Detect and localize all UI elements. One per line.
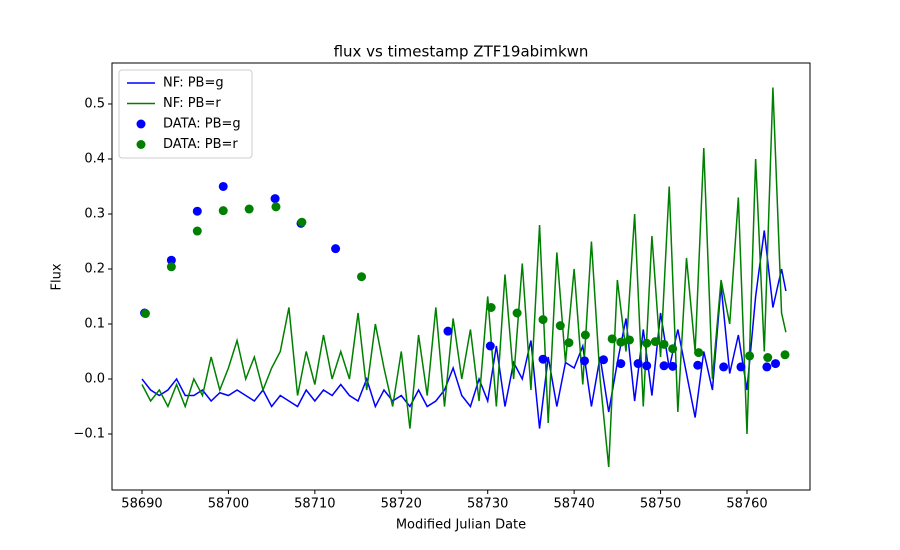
x-tick-label: 58750 [640, 497, 681, 512]
point [580, 330, 590, 340]
point [538, 315, 548, 325]
point [192, 206, 202, 216]
y-tick-label: 0.5 [84, 96, 105, 111]
point [693, 360, 703, 370]
point [694, 348, 704, 358]
point [659, 361, 669, 371]
point [624, 335, 634, 345]
point [512, 308, 522, 318]
y-tick-label: 0.2 [84, 261, 105, 276]
point [642, 361, 652, 371]
point [668, 361, 678, 371]
point [763, 353, 773, 363]
point [642, 338, 652, 348]
y-tick-label: −0.1 [73, 427, 105, 442]
point [192, 226, 202, 236]
x-tick-label: 58710 [294, 497, 335, 512]
chart-title: flux vs timestamp ZTF19abimkwn [334, 43, 589, 61]
point [486, 302, 496, 312]
point [736, 362, 746, 372]
point [564, 338, 574, 348]
point [297, 217, 307, 227]
y-tick-label: 0.0 [84, 372, 105, 387]
legend-marker [136, 119, 146, 129]
point [633, 359, 643, 369]
point [771, 359, 781, 369]
point [218, 181, 228, 191]
point [218, 206, 228, 216]
x-tick-label: 58760 [726, 497, 767, 512]
point [140, 309, 150, 319]
point [555, 321, 565, 331]
legend-box [118, 69, 253, 159]
point [580, 356, 590, 366]
y-tick-label: 0.4 [84, 151, 105, 166]
point [616, 359, 626, 369]
legend-label: DATA: PB=r [163, 137, 238, 152]
x-tick-label: 58720 [381, 497, 422, 512]
point [745, 351, 755, 361]
legend-label: NF: PB=r [163, 96, 221, 111]
point [331, 244, 341, 254]
x-tick-label: 58700 [208, 497, 249, 512]
line [141, 87, 787, 468]
point [719, 362, 729, 372]
point [762, 362, 772, 372]
plot-frame [111, 62, 811, 491]
legend-marker [136, 140, 146, 149]
point [270, 194, 280, 204]
point [668, 344, 678, 354]
point [485, 341, 495, 351]
point [443, 326, 453, 336]
y-tick-label: 0.3 [84, 206, 105, 221]
line [141, 230, 787, 429]
x-axis-label: Modified Julian Date [396, 518, 526, 533]
y-axis-label: Flux [50, 263, 65, 290]
x-tick-label: 58690 [121, 497, 162, 512]
point [166, 255, 176, 265]
point [538, 354, 548, 364]
y-tick-label: 0.1 [84, 316, 105, 331]
point [357, 272, 367, 282]
point [244, 204, 254, 214]
point [780, 350, 790, 360]
point [659, 339, 669, 349]
point [607, 334, 617, 344]
point [616, 337, 626, 347]
legend-label: NF: PB=g [163, 76, 224, 91]
point [166, 262, 176, 272]
x-tick-label: 58730 [467, 497, 508, 512]
legend-label: DATA: PB=g [163, 117, 241, 132]
point [599, 355, 609, 365]
point [650, 337, 660, 347]
x-tick-label: 58740 [553, 497, 594, 512]
point [271, 202, 281, 212]
